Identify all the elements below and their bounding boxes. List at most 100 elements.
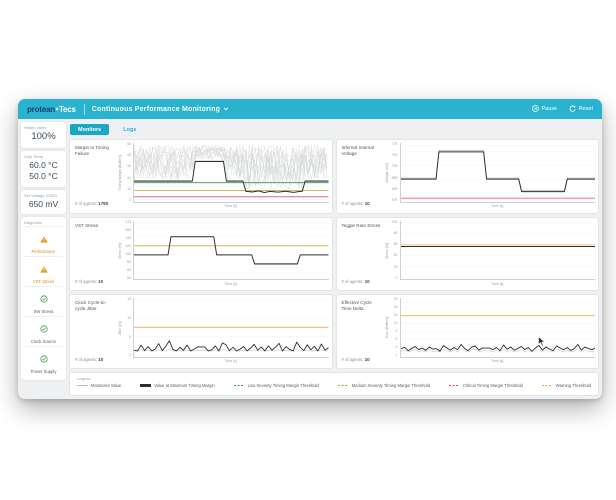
y-tick-label: 170 [125, 219, 131, 224]
tab-bar: Monitors Logs [70, 123, 599, 136]
y-tick-label: 5 [129, 334, 131, 339]
y-tick-label: 20 [127, 175, 131, 180]
diagnosis-label: Diagnosis [24, 220, 42, 226]
chart-plot[interactable] [133, 220, 329, 281]
chart-plot[interactable] [133, 143, 329, 203]
chart-card-margin-to-timing-failure: Margin to Timing Failure # of agents: 17… [69, 139, 333, 214]
chart-title: Toggle Rate Stress [341, 222, 381, 228]
agents-count: # of agents: 1780 [75, 201, 109, 207]
legend-swatch [448, 384, 460, 387]
logo-text-tecs: Tecs [58, 104, 76, 114]
y-axis-ticks: 20 18 15 12 9 6 3 1 [390, 298, 400, 358]
y-tick-label: 3 [395, 345, 398, 350]
chart-plot[interactable] [133, 298, 329, 358]
tab-logs[interactable]: Logs [123, 126, 137, 133]
y-axis-ticks: 50 40 30 20 10 0 [123, 142, 133, 203]
y-tick-label: 60 [127, 267, 131, 272]
chip-temp-value-2: 50.0 °C [29, 171, 58, 182]
legend-swatch [233, 384, 245, 387]
y-axis-ticks: 170 160 140 120 100 80 60 50 [123, 219, 133, 281]
chip-temp-card: Chip Temp 60.0 °C 50.0 °C [21, 150, 66, 187]
chart-grid: Margin to Timing Failure # of agents: 17… [69, 139, 599, 369]
app-body: Health Index 100% Chip Temp 60.0 °C 50.0… [18, 119, 602, 399]
y-tick-label: 600 [391, 186, 398, 191]
health-index-value: 100% [31, 131, 56, 142]
y-tick-label: 575 [391, 198, 398, 203]
y-tick-label: 100 [391, 219, 398, 224]
chart-plot[interactable] [399, 298, 596, 358]
chart-plot[interactable] [399, 220, 596, 281]
legend-swatch [77, 384, 88, 387]
y-tick-label: 10 [127, 186, 131, 191]
set-voltage-label: Set Voltage (VDD) [24, 192, 57, 198]
y-tick-label: 50 [127, 275, 131, 280]
x-axis-label: Time [s] [224, 281, 237, 286]
check-circle-icon [39, 290, 48, 307]
legend-item-medium-severity: Medium Severity Timing Margin Threshold [337, 383, 430, 388]
y-axis-label: Stress [%] [384, 242, 389, 259]
y-tick-label: 20 [393, 264, 398, 269]
chip-temp-label: Chip Temp [24, 153, 44, 159]
set-voltage-card: Set Voltage (VDD) 650 mV [21, 189, 66, 215]
y-tick-label: 140 [125, 235, 131, 240]
y-axis-label: Time [Buffers] [384, 317, 389, 339]
y-axis-label: Voltage [mV] [384, 162, 389, 183]
reset-icon [569, 105, 576, 114]
y-axis-ticks: 15 10 5 1 [123, 298, 133, 358]
dashboard-title-dropdown[interactable]: Continuous Performance Monitoring [92, 106, 229, 113]
diagnosis-item-sw-stress: SW Stress [24, 286, 63, 316]
check-circle-icon [39, 320, 48, 337]
chart-title: VST Stress [75, 222, 99, 228]
y-tick-label: 40 [127, 153, 131, 158]
y-tick-label: 80 [393, 230, 398, 235]
x-axis-label: Time [s] [491, 359, 504, 364]
y-tick-label: 30 [127, 164, 131, 169]
agents-count: # of agents: 10 [75, 278, 104, 284]
agents-count: # of agents: 10 [341, 278, 370, 284]
legend-label: Legend [77, 375, 91, 381]
y-tick-label: 18 [393, 305, 398, 310]
y-tick-label: 160 [125, 227, 131, 232]
chart-title: Margin to Timing Failure [75, 145, 109, 156]
diagnosis-item-power-supply: Power Supply [24, 346, 63, 376]
y-tick-label: 1 [129, 353, 131, 358]
chip-temp-value-1: 60.0 °C [29, 159, 58, 170]
reset-button[interactable]: Reset [569, 105, 593, 114]
legend-swatch [337, 384, 349, 387]
y-tick-label: 100 [125, 251, 131, 256]
chart-card-toggle-rate-stress: Toggle Rate Stress # of agents: 10 Stres… [335, 216, 599, 292]
y-tick-label: 80 [127, 259, 131, 264]
x-axis-label: Time [s] [224, 204, 237, 209]
chart-plot[interactable] [399, 143, 596, 203]
y-axis-label: Timing Margin [Buffers] [118, 154, 122, 191]
agents-count: # of agents: 10 [341, 201, 370, 207]
legend-item-critical: Critical Timing Margin Threshold [448, 383, 523, 388]
y-tick-label: 20 [393, 297, 398, 302]
y-tick-label: 120 [125, 243, 131, 248]
diagnosis-item-performance: Performance [24, 226, 63, 256]
legend-swatch [140, 384, 152, 387]
agents-count: # of agents: 10 [75, 356, 104, 362]
y-tick-label: 60 [393, 242, 398, 247]
tab-monitors[interactable]: Monitors [70, 124, 110, 135]
y-tick-label: 50 [127, 142, 131, 146]
set-voltage-value: 650 mV [28, 198, 59, 209]
warning-triangle-icon [39, 260, 48, 277]
chart-title: Inferred Internal Voltage [341, 145, 374, 156]
y-tick-label: 0 [129, 198, 131, 203]
chevron-down-icon [223, 106, 229, 113]
chart-title: Effective Cycle Time Delta [341, 300, 372, 312]
diagnosis-item-vst-stress: VST Stress [24, 256, 63, 286]
pause-icon [532, 104, 539, 114]
app-header: protean Tecs Continuous Performance Monit… [18, 99, 602, 119]
y-axis-label: Jitter [ps] [118, 321, 122, 336]
pause-button[interactable]: Pause [532, 104, 557, 114]
diagnosis-card: Diagnosis Performance VST Stress SW Stre… [21, 217, 66, 381]
warning-triangle-icon [39, 230, 48, 247]
logo-text-protean: protean [27, 104, 55, 114]
x-axis-label: Time [s] [224, 359, 237, 364]
y-tick-label: 15 [393, 313, 398, 318]
legend-swatch [541, 384, 553, 387]
legend-item-warning: Warning Threshold [541, 383, 591, 388]
legend-item-low-severity: Low Severity Timing Margin Threshold [233, 383, 319, 388]
